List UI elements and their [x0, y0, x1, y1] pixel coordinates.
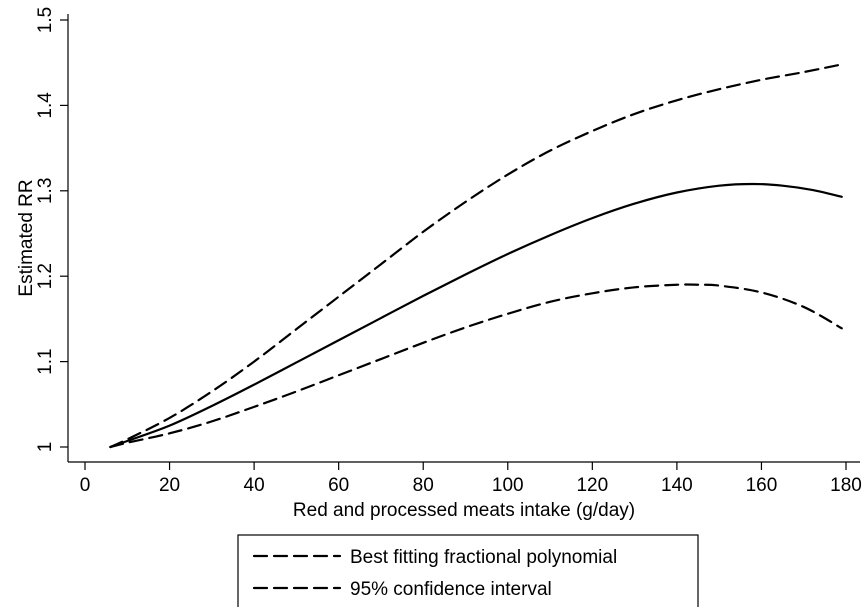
legend-label-1: 95% confidence interval — [350, 579, 552, 600]
legend-box — [237, 534, 699, 607]
y-tick-label: 1.4 — [35, 92, 56, 119]
x-tick-label: 140 — [661, 475, 693, 496]
x-tick-label: 120 — [576, 475, 608, 496]
y-tick-label: 1 — [35, 442, 56, 453]
axes — [67, 14, 860, 463]
plot-lines — [109, 63, 843, 449]
y-tick-label: 1.3 — [35, 178, 56, 204]
y-axis-title: Estimated RR — [16, 179, 37, 296]
legend: Best fitting fractional polynomial 95% c… — [237, 534, 699, 607]
x-tick-label: 100 — [492, 475, 524, 496]
y-tick-label: 1.1 — [35, 348, 56, 374]
series-line-0 — [109, 182, 843, 449]
x-tick-label: 40 — [244, 475, 265, 496]
x-ticks: 0 20 40 60 80 100 120 140 160 180 — [80, 462, 862, 496]
x-axis-title: Red and processed meats intake (g/day) — [293, 500, 635, 521]
series-line-2 — [109, 283, 843, 449]
legend-label-0: Best fitting fractional polynomial — [350, 547, 617, 568]
series-line-1 — [109, 63, 843, 449]
y-ticks: 1 1.1 1.2 1.3 1.4 1.5 — [35, 7, 68, 453]
x-tick-label: 180 — [830, 475, 862, 496]
y-tick-label: 1.2 — [35, 263, 56, 289]
x-tick-label: 20 — [159, 475, 180, 496]
x-tick-label: 60 — [328, 475, 349, 496]
x-tick-label: 80 — [413, 475, 434, 496]
x-tick-label: 0 — [80, 475, 91, 496]
x-tick-label: 160 — [746, 475, 778, 496]
y-tick-label: 1.5 — [35, 7, 56, 33]
